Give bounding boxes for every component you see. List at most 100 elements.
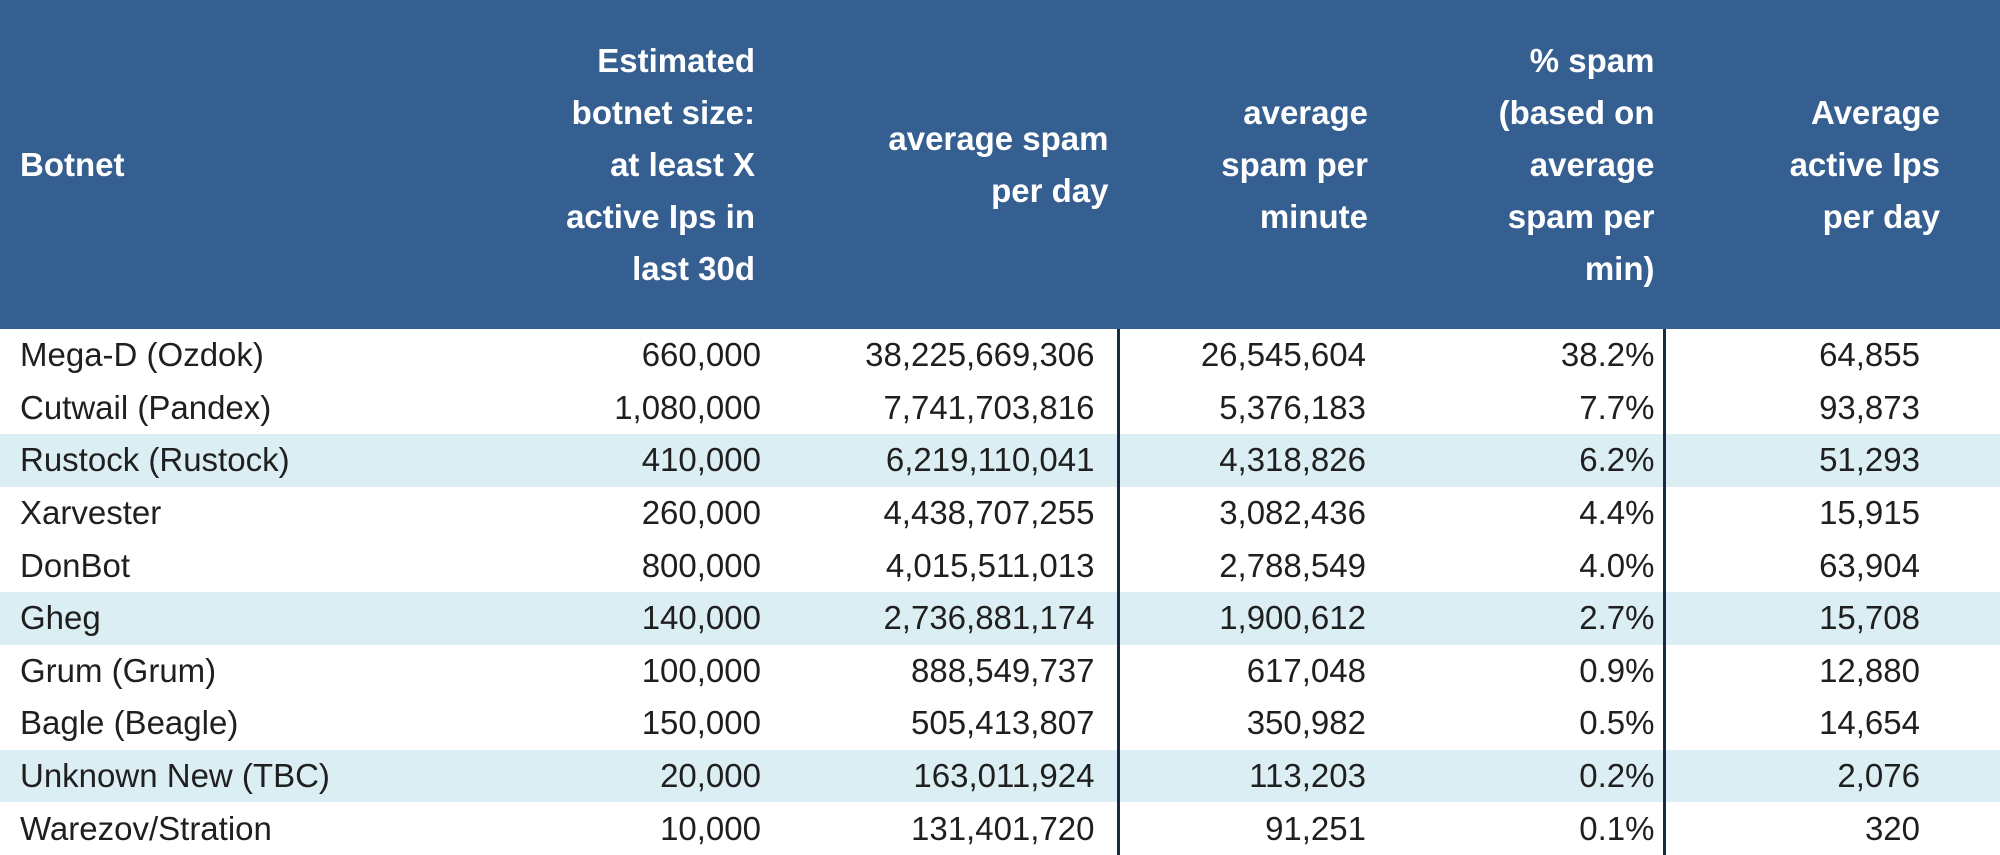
cell-estimated-size: 410,000 [530,434,780,487]
table-row: Warezov/Stration 10,000 131,401,720 91,2… [0,802,2000,855]
cell-botnet: Rustock (Rustock) [0,434,530,487]
cell-botnet: Unknown New (TBC) [0,749,530,803]
header-line: average spam [888,119,1109,157]
header-average-spam-per-day: average spam per day [780,0,1118,329]
cell-percent-spam: 0.2% [1390,749,1664,803]
header-line: (based on [1498,93,1655,131]
cell-botnet: Xarvester [20,494,162,532]
header-line: average [1243,93,1368,131]
cell-spam-per-day: 7,741,703,816 [883,388,1095,426]
cell-spam-per-minute: 1,900,612 [1116,591,1390,645]
table-body: Mega-D (Ozdok) 660,000 38,225,669,306 26… [0,329,2000,855]
cell-percent-spam: 0.5% [1579,704,1655,742]
header-line: Botnet [20,145,125,183]
header-percent-spam: % spam (based on average spam per min) [1390,0,1664,329]
cell-botnet: Warezov/Stration [20,809,272,847]
header-line: active Ips in [566,197,755,235]
header-estimated-botnet-size: Estimated botnet size: at least X active… [530,0,780,329]
header-line: per day [991,171,1109,209]
cell-active-ips-per-day: 14,654 [1662,697,2000,750]
cell-botnet: Bagle (Beagle) [20,704,239,742]
cell-botnet: Cutwail (Pandex) [20,388,272,426]
header-line: Estimated [597,41,755,79]
cell-active-ips-per-day: 320 [1662,802,2000,855]
cell-botnet: Grum (Grum) [20,651,217,689]
header-line: spam per [1507,197,1655,235]
cell-active-ips-per-day: 15,708 [1662,591,2000,645]
cell-percent-spam: 4.4% [1579,494,1655,532]
table-header: Botnet Estimated botnet size: at least X… [0,0,2000,329]
header-line: average [1529,145,1655,183]
cell-percent-spam: 0.9% [1579,651,1655,689]
cell-spam-per-day: 38,225,669,306 [865,336,1095,374]
cell-spam-per-minute: 5,376,183 [1116,381,1390,435]
cell-spam-per-day: 2,736,881,174 [780,591,1118,645]
cell-spam-per-minute: 617,048 [1116,644,1390,698]
cell-active-ips-per-day: 15,915 [1662,486,2000,540]
cell-active-ips-per-day: 63,904 [1662,539,2000,592]
cell-estimated-size: 150,000 [641,704,761,742]
header-line: at least X [610,145,755,183]
cell-spam-per-minute: 91,251 [1116,802,1390,855]
table-row: Rustock (Rustock) 410,000 6,219,110,041 … [0,434,2000,487]
header-line: per day [1822,197,1940,235]
cell-spam-per-day: 505,413,807 [910,704,1095,742]
cell-percent-spam: 2.7% [1390,591,1664,645]
table-row: Bagle (Beagle) 150,000 505,413,807 350,9… [0,697,2000,750]
cell-botnet: DonBot [20,546,131,584]
cell-spam-per-minute: 3,082,436 [1116,486,1390,540]
cell-spam-per-day: 6,219,110,041 [780,434,1118,487]
cell-active-ips-per-day: 93,873 [1662,381,2000,435]
cell-botnet: Mega-D (Ozdok) [20,336,264,374]
cell-estimated-size: 800,000 [641,546,761,584]
cell-percent-spam: 7.7% [1579,388,1655,426]
header-line: spam per [1221,145,1368,183]
cell-spam-per-minute: 350,982 [1116,697,1390,750]
table-row: Xarvester 260,000 4,438,707,255 3,082,43… [0,486,2000,540]
cell-percent-spam: 4.0% [1579,546,1655,584]
header-line: min) [1584,249,1655,287]
cell-spam-per-day: 163,011,924 [780,749,1118,803]
table-row: DonBot 800,000 4,015,511,013 2,788,549 4… [0,539,2000,592]
cell-spam-per-minute: 26,545,604 [1116,329,1390,382]
header-line: Average [1810,93,1940,131]
cell-estimated-size: 20,000 [530,749,780,803]
cell-estimated-size: 660,000 [641,336,761,374]
cell-spam-per-day: 4,438,707,255 [883,494,1095,532]
cell-percent-spam: 0.1% [1579,809,1655,847]
cell-estimated-size: 100,000 [641,651,761,689]
cell-active-ips-per-day: 12,880 [1662,644,2000,698]
header-average-active-ips-per-day: Average active Ips per day [1662,0,2000,329]
cell-spam-per-minute: 2,788,549 [1116,539,1390,592]
cell-spam-per-minute: 4,318,826 [1116,434,1390,487]
cell-active-ips-per-day: 2,076 [1662,749,2000,803]
table-row: Unknown New (TBC) 20,000 163,011,924 113… [0,749,2000,803]
header-line: active Ips [1789,145,1940,183]
header-line: botnet size: [571,93,755,131]
header-line: minute [1259,197,1368,235]
table-row: Cutwail (Pandex) 1,080,000 7,741,703,816… [0,381,2000,435]
cell-estimated-size: 10,000 [660,809,761,847]
cell-estimated-size: 260,000 [641,494,761,532]
cell-active-ips-per-day: 64,855 [1662,329,2000,382]
header-average-spam-per-minute: average spam per minute [1116,0,1390,329]
cell-estimated-size: 1,080,000 [614,388,761,426]
cell-botnet: Gheg [0,591,530,645]
header-botnet: Botnet [0,0,530,329]
cell-spam-per-day: 131,401,720 [910,809,1095,847]
cell-percent-spam: 38.2% [1560,336,1655,374]
cell-spam-per-minute: 113,203 [1116,749,1390,803]
table-row: Grum (Grum) 100,000 888,549,737 617,048 … [0,644,2000,698]
header-line: last 30d [632,249,755,287]
header-row: Botnet Estimated botnet size: at least X… [0,0,2000,329]
table-row: Gheg 140,000 2,736,881,174 1,900,612 2.7… [0,591,2000,645]
cell-active-ips-per-day: 51,293 [1662,434,2000,487]
cell-spam-per-day: 4,015,511,013 [885,546,1095,584]
table-row: Mega-D (Ozdok) 660,000 38,225,669,306 26… [0,329,2000,382]
header-line: % spam [1529,41,1655,79]
cell-percent-spam: 6.2% [1390,434,1664,487]
cell-estimated-size: 140,000 [530,591,780,645]
cell-spam-per-day: 888,549,737 [910,651,1095,689]
